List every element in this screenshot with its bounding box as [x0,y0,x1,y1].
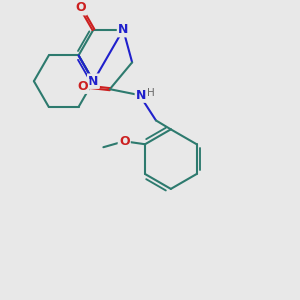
Text: N: N [136,88,146,102]
Text: H: H [147,88,155,98]
Text: O: O [78,80,88,93]
Text: N: N [118,23,128,36]
Text: O: O [76,1,86,14]
Text: N: N [88,75,99,88]
Text: O: O [119,135,130,148]
